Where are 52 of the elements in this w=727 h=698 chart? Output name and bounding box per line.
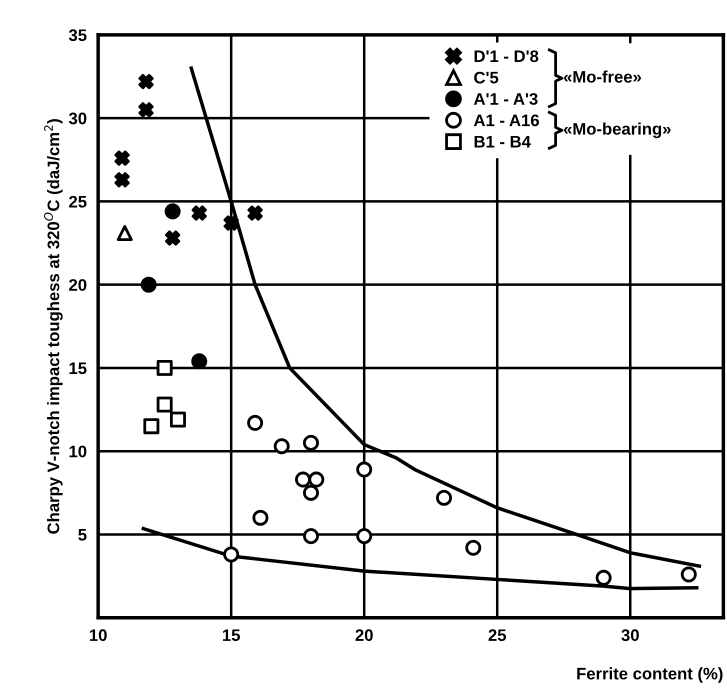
point	[138, 74, 154, 90]
legend-label: A1 - A16	[474, 114, 539, 126]
y-tick-label: 25	[69, 196, 87, 208]
x-axis-title: Ferrite content (%)	[577, 667, 723, 683]
point	[156, 396, 173, 413]
point	[247, 414, 264, 431]
point	[308, 472, 324, 488]
annotation: «Mo-bearing»	[564, 122, 671, 138]
point	[274, 438, 290, 454]
y-tick-label: 5	[78, 529, 87, 541]
point	[303, 434, 319, 451]
point	[223, 546, 240, 562]
annotation: «Mo-free»	[564, 70, 642, 83]
y-tick-label: 35	[68, 29, 87, 42]
point	[465, 540, 482, 556]
point	[303, 484, 319, 501]
point	[116, 225, 133, 242]
x-tick-label: 15	[222, 629, 240, 642]
legend-label: C'5	[474, 72, 498, 84]
point	[303, 528, 319, 544]
point	[156, 360, 173, 376]
legend-label: B1 - B4	[474, 136, 531, 148]
x-tick-label: 20	[356, 629, 373, 642]
point	[436, 490, 452, 506]
point	[248, 205, 263, 221]
point	[138, 102, 154, 118]
legend-label: D'1 - D'8	[474, 50, 538, 62]
point	[170, 412, 186, 428]
y-tick-label: 30	[68, 112, 86, 124]
y-tick-label: 10	[70, 446, 86, 458]
y-tick-label: 20	[69, 279, 86, 291]
point	[596, 570, 612, 586]
point	[114, 172, 130, 188]
point	[165, 230, 180, 246]
y-tick-label: 15	[70, 362, 87, 374]
point	[140, 276, 157, 293]
x-tick-label: 25	[488, 629, 506, 642]
point	[164, 203, 181, 220]
x-tick-label: 30	[621, 629, 639, 642]
point	[295, 472, 311, 488]
point	[114, 150, 130, 166]
legend-label: A'1 - A'3	[474, 93, 538, 105]
point	[356, 462, 372, 478]
y-axis-title: Charpy V-notch impact toughess at 320$^{O}$C (daJ/cm$^{2}$)	[44, 119, 63, 534]
point	[192, 205, 207, 221]
point	[224, 215, 239, 231]
point	[356, 528, 372, 544]
point	[191, 353, 208, 370]
x-tick-label: 10	[90, 629, 107, 642]
point	[143, 418, 160, 434]
point	[252, 510, 268, 526]
point	[680, 566, 697, 582]
